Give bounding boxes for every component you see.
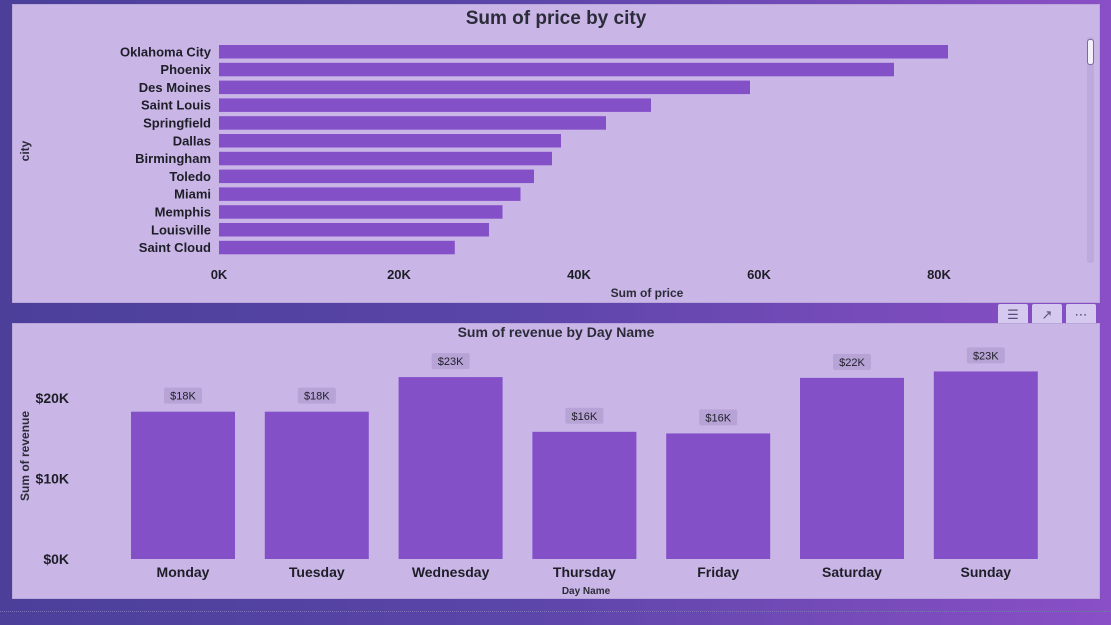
data-label-background bbox=[164, 387, 202, 404]
category-label: Louisville bbox=[151, 222, 211, 237]
data-label-background bbox=[565, 407, 604, 424]
category-label: Thursday bbox=[553, 564, 616, 580]
bar bbox=[219, 151, 552, 166]
data-label: $23K bbox=[438, 356, 464, 368]
bar bbox=[219, 98, 651, 112]
bar bbox=[219, 240, 455, 255]
filter-icon[interactable]: ☰ bbox=[998, 304, 1028, 326]
data-label: $23K bbox=[973, 350, 999, 362]
category-label: Oklahoma City bbox=[120, 44, 212, 59]
data-label: $16K bbox=[705, 412, 731, 424]
category-label: Miami bbox=[174, 187, 211, 202]
bar bbox=[219, 223, 489, 237]
price-by-city-visual[interactable]: Sum of price by city Oklahoma City Phoeni… bbox=[12, 4, 1100, 303]
x-tick-label: 0K bbox=[211, 267, 228, 282]
category-label: Phoenix bbox=[160, 62, 211, 77]
bar bbox=[219, 45, 948, 59]
y-axis-title: city bbox=[18, 140, 32, 161]
chart-title: Sum of price by city bbox=[465, 8, 647, 29]
data-label-background bbox=[833, 353, 871, 370]
revenue-by-day-visual[interactable]: Sum of revenue by Day Name $18K Monday $18… bbox=[12, 323, 1100, 599]
y-axis-title: Sum of revenue bbox=[18, 411, 32, 501]
page-divider bbox=[0, 611, 1111, 612]
chart-scrollbar[interactable] bbox=[1087, 37, 1094, 263]
category-label: Birmingham bbox=[135, 151, 211, 166]
category-label: Saturday bbox=[822, 564, 882, 580]
bar bbox=[131, 411, 235, 559]
more-options-icon[interactable]: ⋯ bbox=[1066, 304, 1096, 326]
price-by-city-chart: Oklahoma City Phoenix Des Moines Saint Loui… bbox=[18, 44, 952, 300]
bar bbox=[933, 371, 1038, 559]
category-label: Des Moines bbox=[139, 80, 211, 95]
data-label-background bbox=[966, 347, 1005, 364]
category-label: Dallas bbox=[173, 133, 211, 148]
category-label: Tuesday bbox=[289, 564, 345, 580]
bar bbox=[219, 134, 561, 148]
category-label: Wednesday bbox=[412, 564, 490, 580]
data-label: $18K bbox=[170, 391, 196, 403]
bar bbox=[800, 377, 904, 559]
chart-title: Sum of revenue by Day Name bbox=[457, 324, 655, 340]
category-label: Toledo bbox=[169, 169, 211, 184]
y-tick-label: $10K bbox=[36, 471, 69, 487]
category-label: Monday bbox=[157, 564, 210, 580]
bar bbox=[219, 80, 750, 95]
visual-header-actions: ☰ ↗ ⋯ bbox=[998, 304, 1096, 326]
bar bbox=[219, 187, 521, 201]
bar bbox=[219, 169, 534, 184]
bar bbox=[398, 377, 503, 559]
bar bbox=[532, 431, 637, 559]
data-label-background bbox=[431, 353, 470, 370]
category-label: Saint Louis bbox=[141, 98, 211, 113]
y-tick-label: $0K bbox=[43, 551, 69, 567]
x-tick-label: 60K bbox=[747, 267, 771, 282]
y-tick-label: $20K bbox=[36, 390, 69, 406]
bar bbox=[666, 433, 771, 559]
bar bbox=[219, 62, 894, 77]
x-tick-label: 80K bbox=[927, 267, 951, 282]
data-label: $16K bbox=[572, 411, 598, 423]
revenue-by-day-chart: $18K Monday $18K Tuesday $23K Wednesday $16K Th… bbox=[18, 347, 1038, 597]
bar bbox=[219, 116, 606, 130]
data-label-background bbox=[297, 387, 336, 404]
category-label: Saint Cloud bbox=[139, 240, 211, 255]
data-label-background bbox=[699, 409, 738, 426]
scrollbar-thumb[interactable] bbox=[1087, 39, 1094, 65]
data-label: $18K bbox=[304, 391, 330, 403]
category-label: Springfield bbox=[143, 115, 211, 130]
category-label: Friday bbox=[697, 564, 739, 580]
category-label: Memphis bbox=[155, 204, 211, 219]
x-tick-label: 40K bbox=[567, 267, 591, 282]
bar bbox=[219, 205, 503, 219]
data-label: $22K bbox=[839, 357, 865, 369]
bar bbox=[264, 411, 369, 559]
category-label: Sunday bbox=[961, 564, 1012, 580]
x-tick-label: 20K bbox=[387, 267, 411, 282]
x-axis-title: Day Name bbox=[562, 586, 611, 597]
focus-mode-icon[interactable]: ↗ bbox=[1032, 304, 1062, 326]
x-axis-title: Sum of price bbox=[611, 286, 684, 300]
